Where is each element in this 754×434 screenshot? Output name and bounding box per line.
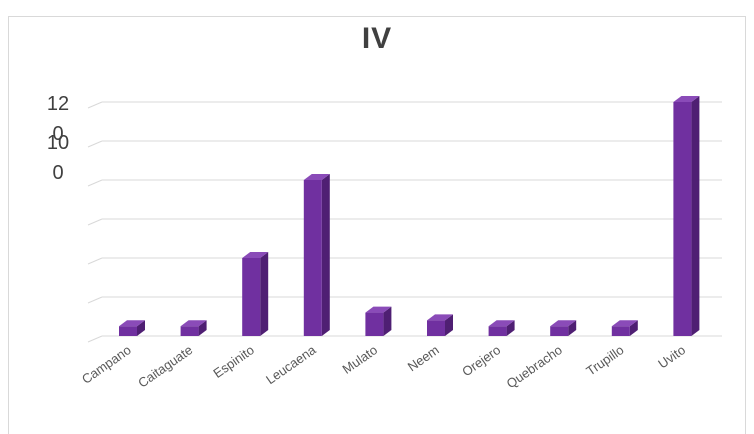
gridlines [87,101,722,343]
gridline-depth [87,179,103,187]
gridline-depth [87,140,103,148]
y-tick-label: 12 0 [47,93,69,145]
bar-side [445,314,453,336]
bar [180,320,207,336]
x-tick-label: Orejero [459,342,503,379]
bar [488,320,515,336]
bar [427,314,453,336]
bar-front [611,326,630,336]
bars [119,96,700,336]
bar-top [242,252,269,258]
chart-title: IV [361,22,393,55]
bar [242,252,269,336]
chart-area [8,16,746,434]
gridline-depth [87,101,103,109]
bar-top [488,320,515,327]
bar-top [427,314,453,321]
gridline-depth [87,218,103,226]
gridline-depth [87,335,103,343]
x-tick-label: Uvito [655,342,688,371]
x-tick-label: Espinito [210,342,256,381]
x-tick-label: Trupillo [583,342,626,378]
x-tick-label: Quebracho [504,342,565,391]
x-axis-tick-labels: Campano Caitaguate Espinito Leucaena Mulato N… [79,342,688,392]
x-tick-label: Mulato [340,342,381,377]
bar-top [119,320,145,327]
bar-front [427,320,445,336]
bar-front [242,258,261,336]
x-tick-label: Neem [405,342,442,374]
bar [303,174,330,336]
bar-side [321,174,330,336]
bar [673,96,700,336]
x-tick-label: Campano [79,342,134,387]
bar-front [180,326,199,336]
gridline-depth [87,257,103,265]
bar-side [198,320,207,336]
bar [119,320,145,336]
bar-front [119,326,137,336]
bar-front [303,180,322,336]
bar-top [673,96,700,102]
gridline-depth [87,296,103,304]
bar-top [611,320,638,327]
bar-side [506,320,515,336]
bar-front [673,102,692,336]
y-tick-label: 10 0 [47,132,69,184]
bar-front [550,326,569,336]
y-axis-tick-labels: 12 010 0 [47,93,69,184]
bar [550,320,577,336]
bar-side [568,320,577,336]
bar-side [629,320,638,336]
x-tick-label: Leucaena [263,342,319,387]
bar-top [180,320,207,327]
x-tick-label: Caitaguate [135,342,195,390]
bar-side [137,320,145,336]
bar-top [550,320,577,327]
bar-side [691,96,700,336]
bar-side [383,306,392,336]
bar [365,306,392,336]
bar-front [365,312,384,336]
bar-front [488,326,507,336]
bar-top [365,306,392,313]
bar [611,320,638,336]
bar-top [303,174,330,180]
bar-side [260,252,269,336]
